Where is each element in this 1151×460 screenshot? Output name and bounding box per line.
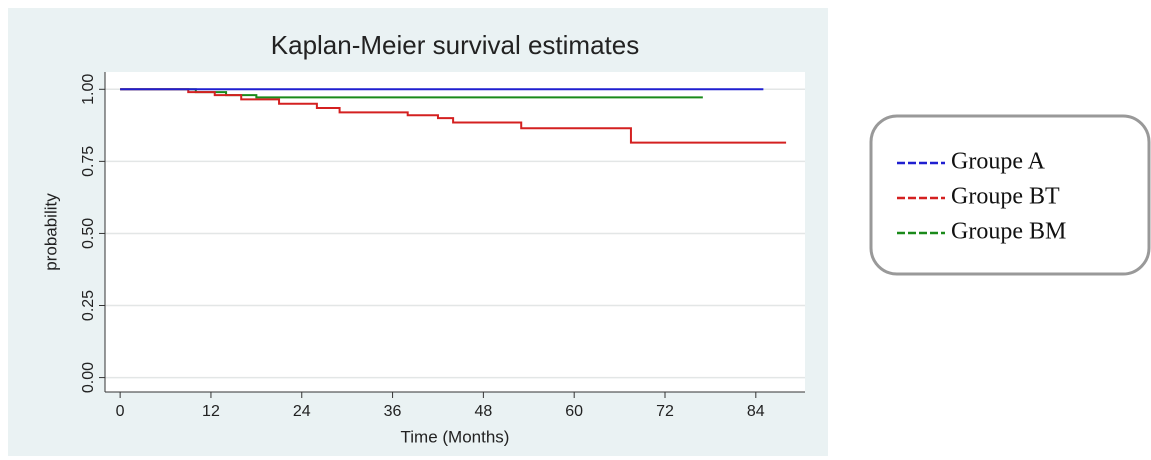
x-tick-label: 12 — [202, 403, 220, 420]
y-axis-label: probability — [41, 193, 60, 271]
survival-line — [120, 88, 787, 144]
y-tick-label: 0.25 — [80, 290, 97, 321]
y-tick-label: 0.50 — [80, 218, 97, 249]
x-tick-label: 0 — [116, 403, 125, 420]
plot-area — [105, 72, 805, 392]
legend-label: Groupe BT — [951, 184, 1060, 210]
x-tick-label: 60 — [565, 403, 583, 420]
x-tick-label: 72 — [656, 403, 674, 420]
legend-label: Groupe BM — [951, 219, 1066, 245]
y-tick-label: 1.00 — [80, 74, 97, 105]
x-tick-label: 84 — [747, 403, 765, 420]
chart-title: Kaplan-Meier survival estimates — [271, 30, 639, 60]
y-tick-label: 0.75 — [80, 146, 97, 177]
x-tick-label: 36 — [384, 403, 402, 420]
legend-box — [869, 114, 1151, 276]
x-tick-label: 24 — [293, 403, 311, 420]
x-axis-label: Time (Months) — [401, 427, 510, 446]
y-tick-label: 0.00 — [80, 362, 97, 393]
legend-label: Groupe A — [951, 149, 1046, 175]
x-tick-label: 48 — [474, 403, 492, 420]
